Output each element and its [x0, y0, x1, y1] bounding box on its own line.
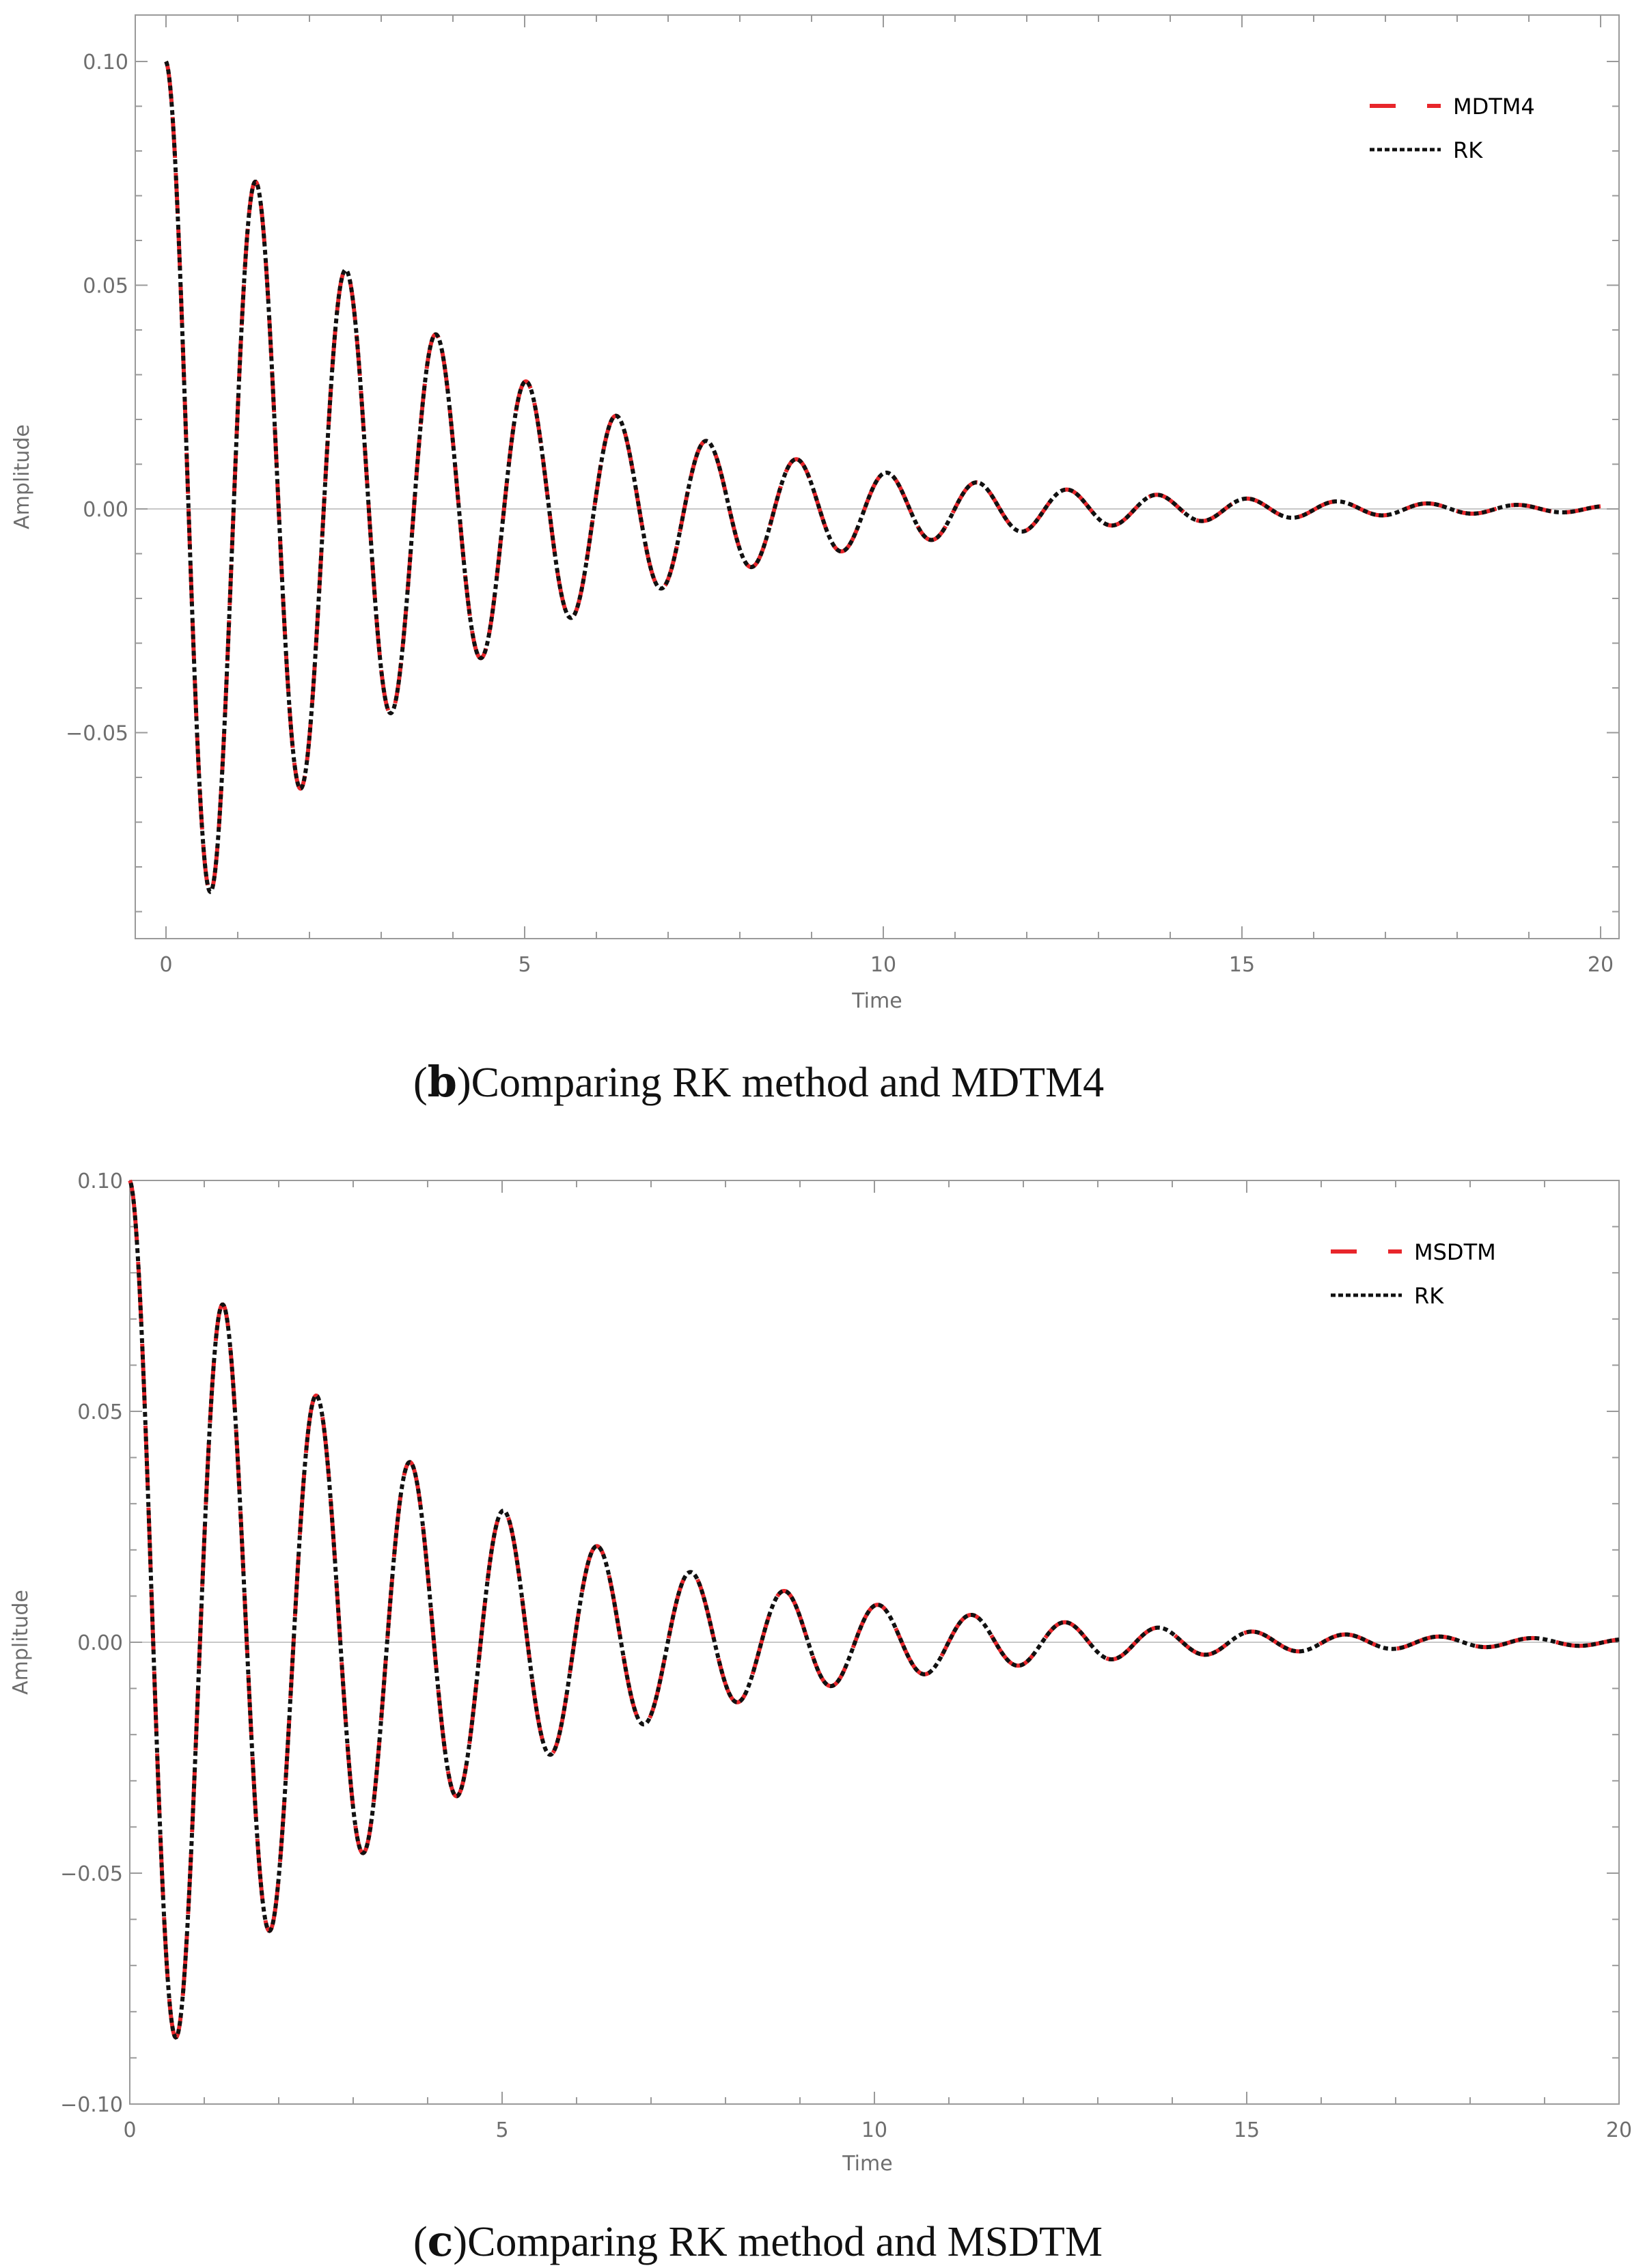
caption-paren: ( [413, 1060, 428, 1106]
legend-label-msdtm: MSDTM [1414, 1239, 1496, 1265]
plot-frame [135, 14, 1620, 939]
legend: MSDTM RK [1331, 1239, 1496, 1309]
x-tick-label: 5 [495, 2118, 508, 2142]
series-msdtm-line [128, 1179, 1620, 2040]
caption-text: )Comparing RK method and MSDTM [453, 2219, 1103, 2265]
y-tick-label: 0.10 [77, 1170, 123, 1193]
y-tick-label: 0.05 [83, 275, 128, 299]
x-tick-label: 10 [861, 2118, 887, 2142]
x-tick-label: 0 [123, 2118, 136, 2142]
legend-label-mdtm4: MDTM4 [1453, 94, 1535, 120]
series-mdtm4-line [164, 60, 1601, 894]
x-tick-label: 5 [518, 953, 531, 977]
series-rk-line [128, 1179, 1620, 2040]
x-axis-title: Time [842, 2152, 892, 2176]
x-axis-title: Time [851, 989, 902, 1013]
x-tick-label: 15 [1234, 2118, 1260, 2142]
caption-letter: c [428, 2216, 454, 2266]
chart-panel-c: 0 5 10 15 20 −0.10 −0.05 0.00 0.05 0.10 Time Amplit… [9, 1170, 1632, 2266]
figure-caption: (c)Comparing RK method and MSDTM [413, 2216, 1103, 2266]
y-axis-title: Amplitude [9, 1590, 33, 1695]
caption-text: )Comparing RK method and MDTM4 [457, 1060, 1104, 1106]
x-tick-label: 15 [1229, 953, 1255, 977]
caption-paren: ( [413, 2219, 428, 2265]
legend-label-rk: RK [1453, 137, 1483, 163]
y-tick-label: 0.05 [77, 1400, 123, 1424]
x-tick-label: 0 [159, 953, 172, 977]
legend: MDTM4 RK [1370, 94, 1535, 163]
y-tick-label: 0.00 [83, 498, 128, 522]
figure-caption: (b)Comparing RK method and MDTM4 [413, 1057, 1104, 1107]
y-tick-label: −0.05 [66, 722, 128, 746]
caption-letter: b [428, 1057, 457, 1107]
x-tick-label: 20 [1606, 2118, 1632, 2142]
y-tick-label: −0.05 [60, 1862, 123, 1886]
y-tick-label: −0.10 [60, 2093, 123, 2117]
y-tick-label: 0.00 [77, 1631, 123, 1655]
y-axis-title: Amplitude [10, 424, 34, 529]
legend-label-rk: RK [1414, 1283, 1444, 1309]
x-tick-label: 10 [870, 953, 896, 977]
y-tick-label: 0.10 [83, 51, 128, 74]
chart-panel-b: 0 5 10 15 20 −0.05 0.00 0.05 0.10 Time Amplitude MD… [10, 14, 1620, 1107]
series-rk-line [164, 60, 1601, 894]
x-tick-label: 20 [1588, 953, 1614, 977]
